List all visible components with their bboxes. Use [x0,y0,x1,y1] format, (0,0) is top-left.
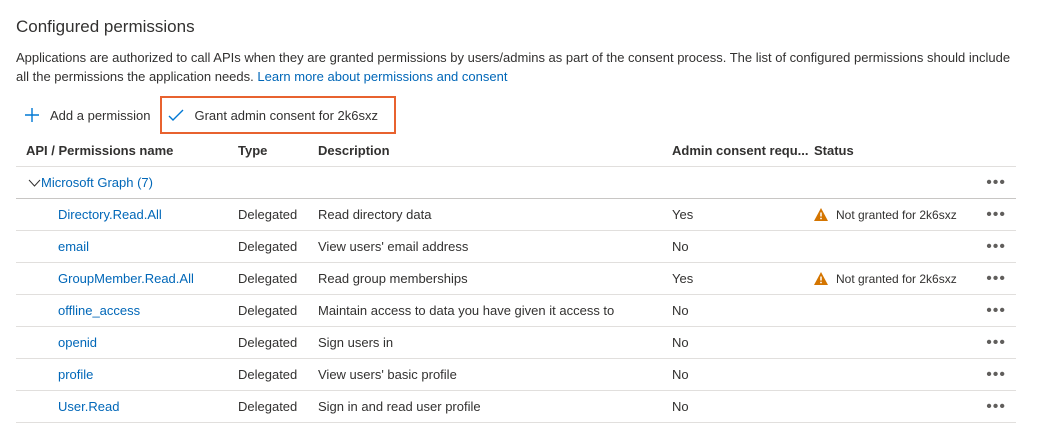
permission-description: Read directory data [318,207,432,222]
permission-name-link[interactable]: openid [58,335,98,350]
toolbar: Add a permission Grant admin consent for… [16,96,396,134]
grant-admin-consent-button[interactable]: Grant admin consent for 2k6sxz [160,96,396,134]
permission-type: Delegated [238,399,298,414]
permission-name-link[interactable]: offline_access [58,303,141,318]
admin-consent-required: No [672,335,689,350]
group-toggle[interactable]: Microsoft Graph (7) [28,167,153,198]
more-options-button[interactable]: ••• [986,237,1006,255]
plus-icon [25,108,39,122]
status-badge: Not granted for 2k6sxz [814,199,957,230]
chevron-down-icon [28,179,41,187]
permission-description: Read group memberships [318,271,468,286]
admin-consent-required: No [672,239,689,254]
permission-type: Delegated [238,271,298,286]
table-row: offline_access Delegated Maintain access… [16,295,1016,327]
permission-type: Delegated [238,207,298,222]
permission-type: Delegated [238,239,298,254]
column-header-description[interactable]: Description [318,142,390,158]
more-options-button[interactable]: ••• [986,205,1006,223]
permission-description: Sign in and read user profile [318,399,481,414]
more-options-button[interactable]: ••• [986,301,1006,319]
group-row-microsoft-graph[interactable]: Microsoft Graph (7) ••• [16,167,1016,199]
column-header-type[interactable]: Type [238,142,268,158]
permissions-table: API / Permissions name Type Description … [16,134,1016,423]
more-options-button[interactable]: ••• [986,397,1006,415]
permission-type: Delegated [238,335,298,350]
column-header-status[interactable]: Status [814,142,854,158]
permission-type: Delegated [238,367,298,382]
more-options-button[interactable]: ••• [986,365,1006,383]
table-row: Directory.Read.All Delegated Read direct… [16,199,1016,231]
more-options-button[interactable]: ••• [986,333,1006,351]
admin-consent-required: No [672,367,689,382]
learn-more-link[interactable]: Learn more about permissions and consent [257,69,508,84]
admin-consent-required: No [672,399,689,414]
section-title: Configured permissions [16,17,195,36]
permission-name-link[interactable]: email [58,239,90,254]
permission-description: Maintain access to data you have given i… [318,303,615,318]
column-header-admin-consent[interactable]: Admin consent requ... [672,142,809,158]
more-options-button[interactable]: ••• [986,269,1006,287]
admin-consent-required: Yes [672,207,694,222]
table-row: openid Delegated Sign users in No ••• [16,327,1016,359]
warning-icon [814,208,828,221]
admin-consent-required: No [672,303,689,318]
table-row: profile Delegated View users' basic prof… [16,359,1016,391]
permission-name-link[interactable]: GroupMember.Read.All [58,271,194,286]
permission-description: Sign users in [318,335,394,350]
table-row: GroupMember.Read.All Delegated Read grou… [16,263,1016,295]
permission-name-link[interactable]: profile [58,367,94,382]
table-row: email Delegated View users' email addres… [16,231,1016,263]
admin-consent-required: Yes [672,271,694,286]
table-header: API / Permissions name Type Description … [16,134,1016,167]
permission-type: Delegated [238,303,298,318]
more-options-button[interactable]: ••• [986,173,1006,191]
section-description: Applications are authorized to call APIs… [16,50,1011,84]
warning-icon [814,272,828,285]
checkmark-icon [168,109,184,121]
table-row: User.Read Delegated Sign in and read use… [16,391,1016,423]
status-badge: Not granted for 2k6sxz [814,263,957,294]
column-header-name[interactable]: API / Permissions name [26,142,174,158]
permission-description: View users' basic profile [318,367,457,382]
permission-name-link[interactable]: Directory.Read.All [58,207,162,222]
permission-name-link[interactable]: User.Read [58,399,120,414]
add-permission-button[interactable]: Add a permission [16,96,158,134]
permission-description: View users' email address [318,239,469,254]
